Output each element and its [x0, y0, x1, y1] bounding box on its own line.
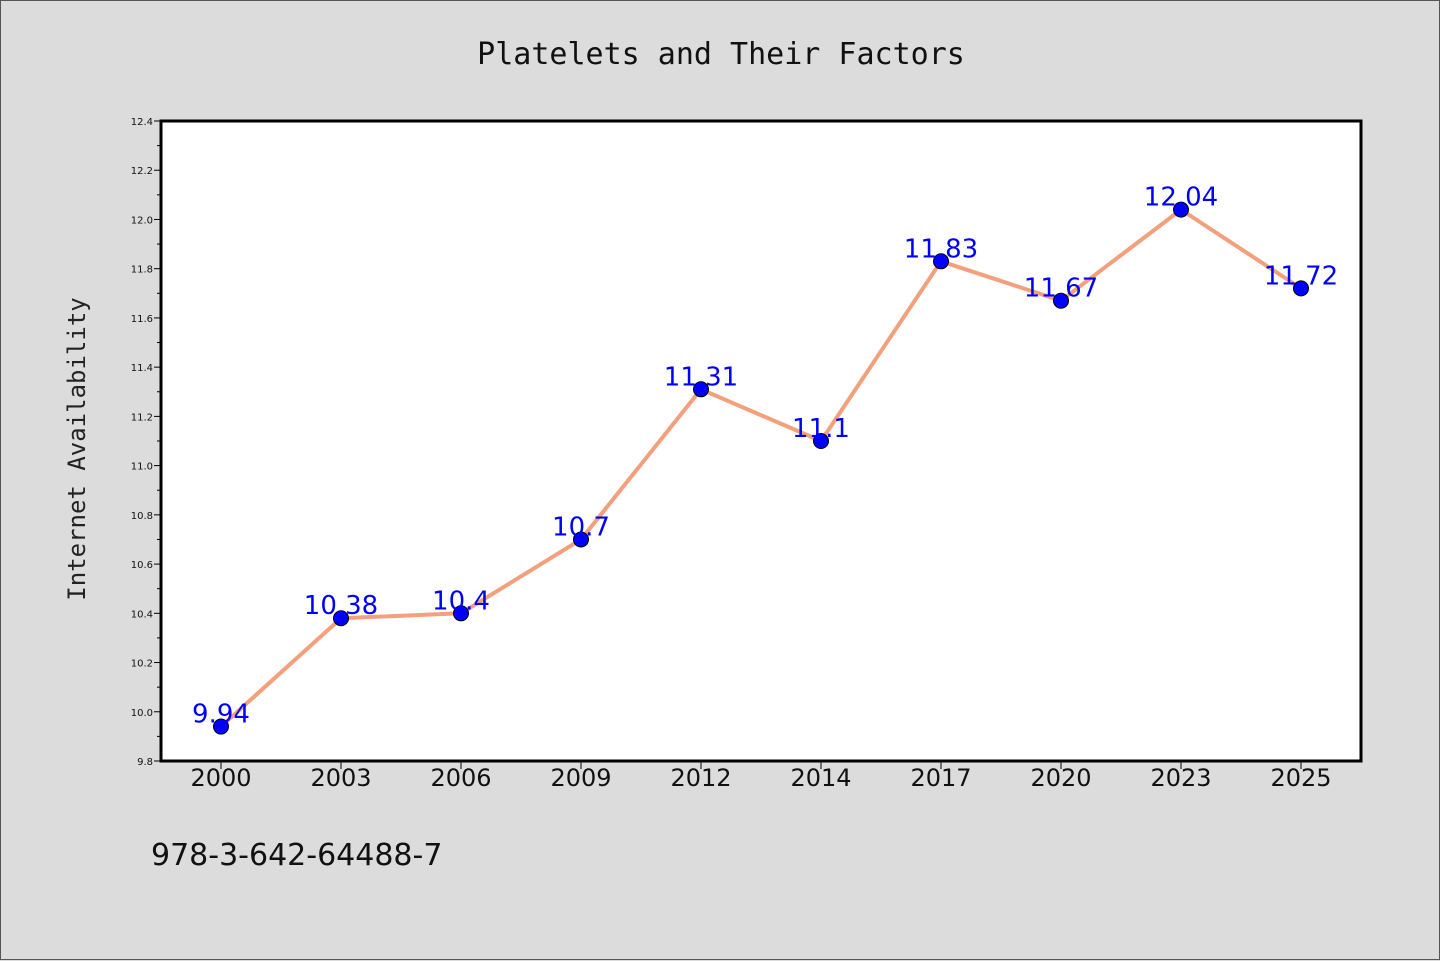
y-tick-label: 11.4 — [131, 363, 153, 374]
x-tick-label: 2017 — [910, 764, 971, 792]
data-point — [573, 531, 589, 548]
x-tick-label: 2025 — [1270, 764, 1331, 792]
y-axis-label: Internet Availability — [63, 297, 91, 600]
series: 9.94 10.38 10.4 10.7 11.31 11.1 11.83 11.67 12.0… — [192, 183, 1338, 735]
y-tick-label: 11.6 — [131, 314, 153, 325]
y-tick-label: 12.4 — [131, 117, 153, 128]
y-tick-label: 10.0 — [131, 708, 153, 719]
y-tick-label: 11.2 — [131, 412, 153, 423]
footer-code: 978-3-642-64488-7 — [151, 838, 442, 873]
y-tick-label: 10.6 — [131, 560, 153, 571]
y-tick-label: 11.0 — [131, 462, 153, 473]
x-tick-label: 2014 — [790, 764, 851, 792]
y-tick-label: 11.8 — [131, 265, 153, 276]
x-tick-label: 2023 — [1150, 764, 1211, 792]
data-label: 11.83 — [904, 234, 978, 264]
plot-area — [159, 119, 1363, 763]
data-point — [1053, 292, 1069, 309]
y-tick-label: 10.2 — [131, 659, 153, 670]
y-tick-label: 12.0 — [131, 215, 153, 226]
y-tick-label: 10.4 — [131, 609, 153, 620]
data-point — [693, 381, 709, 398]
data-label: 12.04 — [1144, 183, 1218, 213]
x-tick-label: 2020 — [1030, 764, 1091, 792]
series-line — [219, 207, 1303, 729]
data-label: 10.7 — [552, 512, 610, 542]
data-point — [1173, 201, 1189, 218]
y-tick-label: 10.8 — [131, 511, 153, 522]
x-tick-label: 2006 — [430, 764, 491, 792]
data-label: 10.4 — [432, 586, 490, 616]
data-point — [1293, 280, 1309, 297]
data-label: 11.72 — [1264, 261, 1338, 291]
x-axis-ticks: 2000 2003 2006 2009 2012 2014 2017 2020 2023 2025 — [190, 761, 1332, 792]
data-label: 11.67 — [1024, 274, 1098, 304]
data-point — [213, 718, 229, 735]
data-label: 11.31 — [664, 362, 738, 392]
data-label: 9.94 — [192, 700, 250, 730]
data-point — [333, 610, 349, 627]
data-label: 11.1 — [792, 414, 850, 444]
data-label: 10.38 — [304, 591, 378, 621]
x-tick-label: 2003 — [310, 764, 371, 792]
x-tick-label: 2000 — [190, 764, 251, 792]
data-point — [933, 253, 949, 270]
y-tick-label: 9.8 — [137, 757, 153, 768]
y-tick-label: 12.2 — [131, 166, 153, 177]
chart-title: Platelets and Their Factors — [477, 37, 965, 72]
y-axis-ticks: 9.8 10.0 10.2 10.4 10.6 10.8 11.0 11.2 11.4 11.6 1… — [131, 117, 161, 768]
data-point — [813, 433, 829, 449]
x-tick-label: 2009 — [550, 764, 611, 792]
x-tick-label: 2012 — [670, 764, 731, 792]
data-point — [453, 605, 469, 622]
